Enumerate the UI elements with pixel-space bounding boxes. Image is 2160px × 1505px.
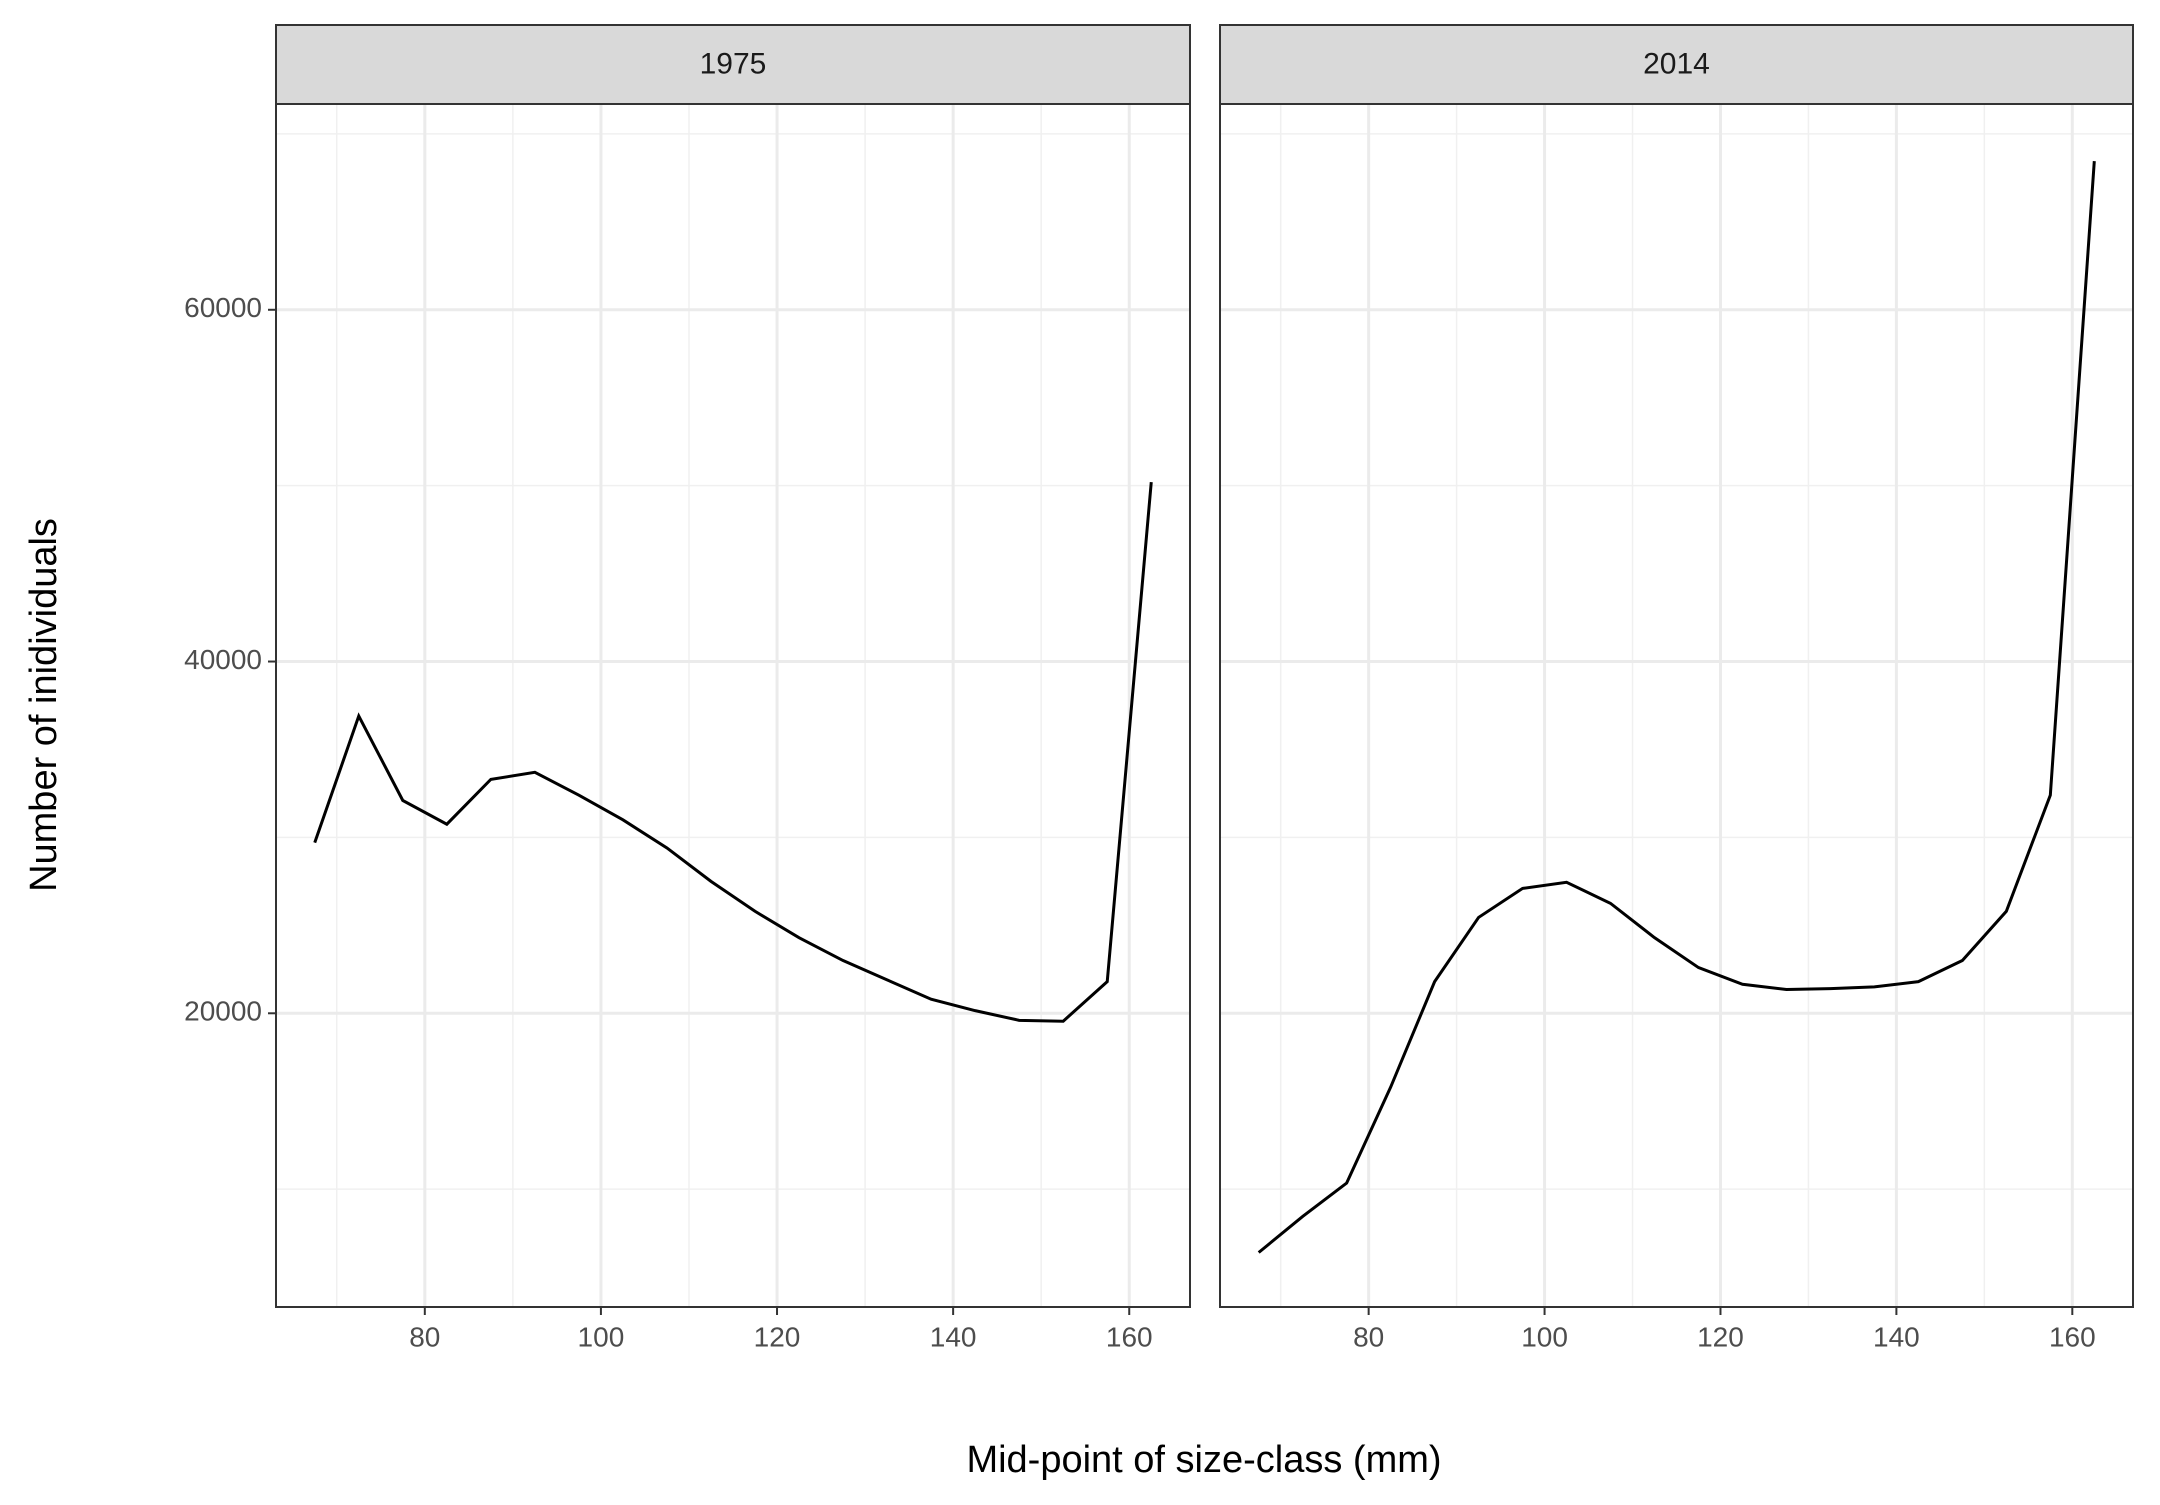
facet-strip [275,24,1191,105]
x-tick-label: 160 [2049,1321,2096,1352]
data-line [313,482,1153,1023]
panel-background [1220,104,2133,1307]
x-axis-title: Mid-point of size-class (mm) [966,1439,1441,1481]
facet-title: 2014 [1643,47,1710,80]
x-tick-label: 100 [1521,1321,1568,1352]
x-tick-label: 80 [409,1321,440,1352]
x-tick-label: 140 [930,1321,977,1352]
y-tick-label: 20000 [184,996,262,1027]
y-tick-label: 60000 [184,292,262,323]
x-tick-label: 120 [754,1321,801,1352]
x-tick-label: 140 [1873,1321,1920,1352]
x-tick-label: 120 [1697,1321,1744,1352]
data-line [1257,161,2096,1254]
panel-background [276,104,1190,1307]
y-tick-label: 40000 [184,644,262,675]
y-axis-title: Number of inidividuals [23,518,65,892]
x-tick-label: 100 [578,1321,625,1352]
x-tick-label: 80 [1353,1321,1384,1352]
x-tick-label: 160 [1106,1321,1153,1352]
facet-strip [1219,24,2134,105]
facet-title: 1975 [700,47,767,80]
